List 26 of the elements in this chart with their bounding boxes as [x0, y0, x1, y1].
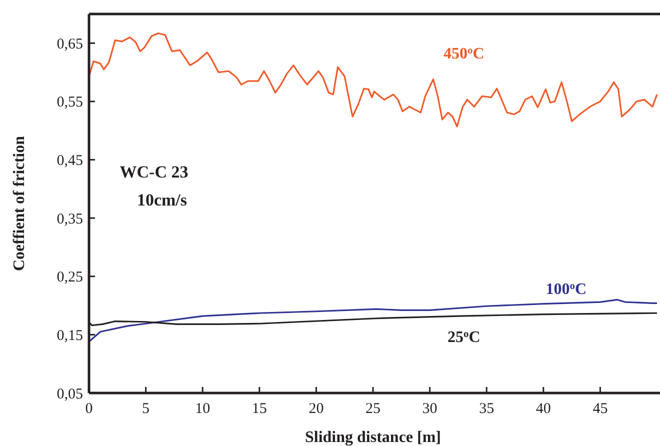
x-tick-label: 40: [536, 401, 551, 417]
x-tick-label: 0: [85, 401, 93, 417]
line-series: [88, 298, 658, 342]
x-tick-label: 20: [308, 401, 324, 417]
annotation: WC-C 23: [120, 162, 188, 182]
y-tick-label: 0,65: [56, 36, 83, 52]
x-tick-label: 35: [479, 401, 494, 417]
y-tick-label: 0,05: [56, 386, 83, 402]
x-axis-title: Sliding distance [m]: [304, 429, 442, 446]
x-tick-label: 5: [142, 401, 150, 417]
y-tick-label: 0,25: [56, 270, 83, 286]
y-tick-label: 0,35: [56, 211, 83, 228]
x-tick-label: 10: [195, 401, 210, 417]
series-label: 100$^{o}$C: [546, 280, 587, 298]
series-label: 25$^{o}$C: [447, 328, 480, 346]
x-tick-label: 45: [592, 401, 608, 417]
x-tick-label: 25: [366, 401, 380, 417]
x-tick-label: 30: [422, 401, 438, 417]
annotation: 10cm/s: [136, 190, 188, 210]
series-label: 450$^{o}$C: [443, 45, 484, 63]
y-axis-title: Coeffient of friction: [11, 136, 28, 272]
y-tick-label: 0,45: [56, 153, 83, 170]
y-tick-label: 0,55: [56, 94, 83, 111]
x-tick-label: 15: [252, 401, 267, 417]
y-tick-label: 0,15: [56, 328, 83, 344]
line-series: [88, 32, 658, 128]
